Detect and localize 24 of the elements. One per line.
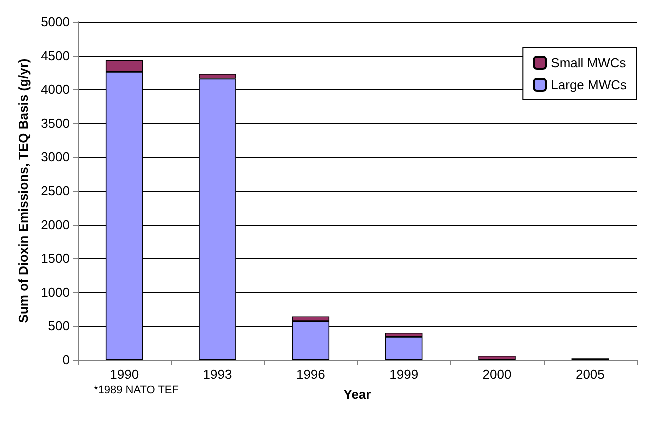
- y-tick-label: 1500: [41, 251, 70, 266]
- y-tick-label: 2000: [41, 217, 70, 232]
- y-tick-label: 3000: [41, 150, 70, 165]
- x-tick-label: 1990: [110, 367, 140, 382]
- bar: [385, 337, 423, 360]
- y-tick-label: 4000: [41, 82, 70, 98]
- x-tick-label: 1999: [390, 367, 419, 382]
- x-axis-title: Year: [344, 387, 372, 402]
- y-tick-label: 500: [48, 318, 70, 334]
- x-tick-label: 1996: [296, 367, 326, 382]
- y-axis-title: Sum of Dioxin Emissions, TEQ Basis (g/yr): [16, 58, 32, 324]
- y-tick-label: 3500: [41, 116, 70, 131]
- text: *1989 NATO TEF: [94, 384, 180, 396]
- x-tick-label: 2005: [576, 367, 605, 382]
- y-tick-label: 4500: [41, 48, 70, 64]
- x-tick-label: 2000: [482, 367, 512, 382]
- y-tick-label: 5000: [41, 14, 70, 30]
- bar: [478, 356, 516, 360]
- y-tick-label: 2500: [41, 184, 70, 198]
- y-tick-label: 0: [62, 352, 70, 368]
- legend-label: Small MWCs: [551, 56, 627, 70]
- x-tick-label: 1993: [203, 367, 232, 382]
- y-tick-label: 1000: [41, 284, 70, 300]
- legend-label: Large MWCs: [551, 78, 628, 92]
